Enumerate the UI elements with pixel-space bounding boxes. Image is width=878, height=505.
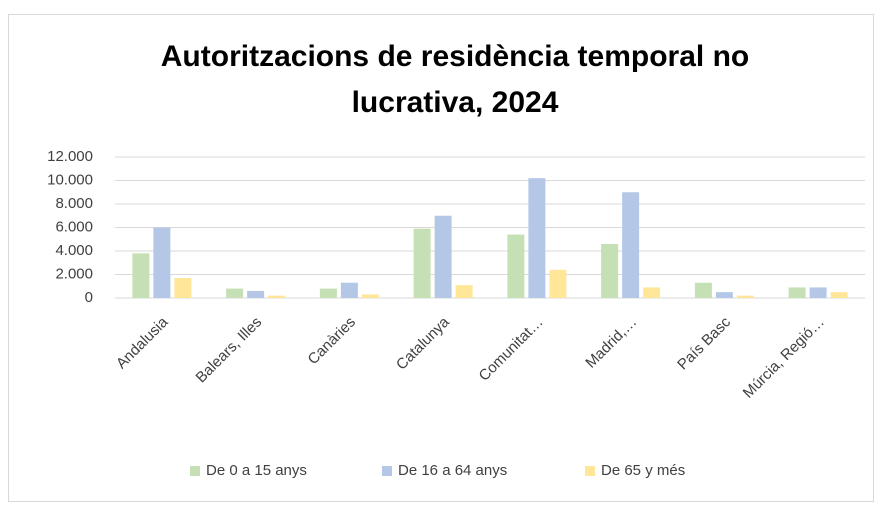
bar	[361, 294, 379, 298]
bar	[830, 292, 848, 298]
bar	[455, 285, 473, 298]
bar	[601, 243, 619, 298]
bar	[434, 215, 452, 298]
chart-title: Autoritzacions de residència temporal no…	[160, 40, 750, 119]
x-tick-label: País Basc	[674, 313, 734, 373]
y-tick-label: 2.000	[55, 265, 93, 282]
bar	[736, 295, 754, 298]
x-tick-label: Madrid,…	[582, 314, 640, 372]
bar	[715, 292, 733, 298]
bar	[319, 288, 337, 298]
x-tick-label: Múrcia, Regió…	[740, 314, 828, 402]
bar	[622, 192, 640, 298]
legend-label: De 16 a 64 anys	[398, 462, 507, 479]
y-tick-label: 4.000	[55, 242, 93, 259]
bar	[528, 178, 546, 298]
bar	[132, 253, 150, 298]
legend-label: De 0 a 15 anys	[206, 462, 307, 479]
y-tick-label: 0	[85, 289, 93, 306]
y-tick-label: 8.000	[55, 195, 93, 212]
bar	[268, 295, 286, 298]
legend-swatch	[190, 466, 200, 476]
bar	[247, 290, 265, 298]
bar	[643, 287, 661, 298]
x-tick-label: Comunitat…	[476, 314, 547, 385]
bar	[694, 282, 712, 298]
bar	[507, 234, 525, 298]
y-tick-label: 10.000	[47, 171, 93, 188]
legend-swatch	[382, 466, 392, 476]
x-tick-label: Catalunya	[393, 313, 453, 373]
bar	[413, 228, 431, 298]
legend-swatch	[585, 466, 595, 476]
bar	[809, 287, 827, 298]
y-tick-label: 6.000	[55, 218, 93, 235]
bar	[340, 282, 358, 298]
bar	[174, 278, 192, 298]
bar	[153, 227, 171, 298]
bar	[788, 287, 806, 298]
x-tick-label: Balears, Illes	[193, 314, 266, 387]
legend-label: De 65 y més	[601, 462, 685, 479]
x-tick-label: Andalusia	[113, 313, 172, 372]
bar	[549, 269, 567, 298]
y-tick-label: 12.000	[47, 148, 93, 165]
bar	[226, 288, 244, 298]
x-tick-label: Canàries	[305, 314, 359, 368]
